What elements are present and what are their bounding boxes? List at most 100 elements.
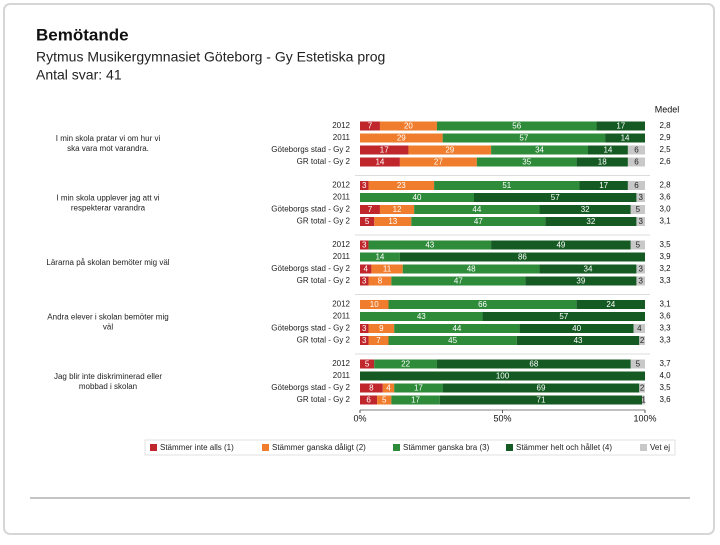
bar-segment [382, 383, 395, 393]
row-label: GR total - Gy 2 [297, 217, 351, 226]
bar-segment [630, 359, 645, 369]
row-label: 2011 [333, 252, 351, 261]
legend-label: Stämmer ganska dåligt (2) [272, 443, 366, 452]
bar-segment [371, 264, 403, 274]
segment-label: 10 [370, 300, 379, 309]
legend-box [144, 439, 676, 456]
bar-segment [642, 395, 645, 405]
subtitle: Rytmus Musikergymnasiet Göteborg - Gy Es… [36, 49, 385, 65]
bar-segment [630, 205, 645, 214]
segment-label: 45 [448, 336, 457, 345]
bar-segment [434, 181, 580, 190]
segment-label: 1 [641, 396, 646, 405]
bar-segment [368, 240, 492, 250]
bar-segment [636, 193, 645, 202]
medel-value: 3,0 [659, 205, 671, 214]
segment-label: 34 [584, 265, 593, 274]
segment-label: 7 [368, 205, 373, 214]
row-label: 2012 [332, 359, 350, 368]
bar-segment [639, 383, 645, 393]
medel-value: 3,9 [659, 252, 671, 261]
segment-label: 8 [378, 277, 383, 286]
bar-segment [639, 336, 645, 345]
segment-label: 47 [474, 217, 483, 226]
bar-segment [439, 395, 643, 405]
segment-label: 69 [537, 384, 546, 393]
note: Antal svar: 41 [36, 67, 122, 83]
medel-value: 2,8 [659, 121, 671, 130]
bar-segment [442, 133, 606, 143]
row-label: Göteborgs stad - Gy 2 [271, 205, 350, 214]
row-label: 2011 [333, 312, 351, 321]
x-tick-label: 50% [493, 413, 511, 423]
bar-segment [391, 395, 440, 405]
segment-label: 6 [634, 158, 639, 167]
legend-swatch [640, 444, 647, 451]
bar-segment [368, 336, 389, 345]
segment-label: 32 [581, 205, 590, 214]
segment-label: 17 [599, 181, 608, 190]
segment-label: 5 [636, 360, 641, 369]
bar-segment [579, 181, 628, 190]
bar-segment [436, 121, 597, 131]
segment-label: 14 [375, 158, 384, 167]
row-label: GR total - Gy 2 [297, 395, 351, 404]
bar-segment [436, 359, 631, 369]
segment-label: 48 [467, 265, 476, 274]
segment-label: 8 [369, 384, 374, 393]
segment-label: 22 [401, 360, 410, 369]
bar-segment [368, 276, 392, 286]
row-label: Göteborgs stad - Gy 2 [271, 383, 350, 392]
bar-segment [379, 121, 437, 131]
segment-label: 3 [638, 193, 643, 202]
segment-label: 43 [425, 241, 434, 250]
segment-label: 7 [368, 122, 373, 131]
row-label: 2012 [332, 300, 350, 309]
bar-segment [476, 157, 577, 167]
legend-label: Stämmer inte alls (1) [160, 443, 234, 452]
segment-label: 29 [445, 146, 454, 155]
x-tick-label: 100% [633, 413, 656, 423]
bar-segment [399, 157, 477, 167]
segment-label: 4 [386, 384, 391, 393]
medel-value: 2,5 [659, 145, 671, 154]
segment-label: 57 [519, 134, 528, 143]
bar-segment [399, 252, 645, 262]
segment-label: 24 [606, 300, 615, 309]
medel-value: 3,3 [659, 336, 671, 345]
bar-segment [636, 276, 645, 286]
segment-label: 71 [537, 396, 546, 405]
segment-label: 12 [393, 205, 402, 214]
segment-label: 9 [379, 324, 384, 333]
segment-label: 47 [454, 277, 463, 286]
segment-label: 29 [397, 134, 406, 143]
segment-label: 86 [518, 253, 527, 262]
segment-label: 5 [382, 396, 387, 405]
medel-value: 3,1 [659, 300, 671, 309]
bar-segment [605, 133, 645, 143]
bar-segment [368, 181, 435, 190]
medel-value: 3,1 [659, 217, 671, 226]
row-label: Göteborgs stad - Gy 2 [271, 145, 350, 154]
segment-label: 3 [638, 277, 643, 286]
x-tick-label: 0% [353, 413, 366, 423]
segment-label: 4 [637, 324, 642, 333]
bar-segment [576, 157, 628, 167]
bar-segment [576, 300, 645, 309]
bar-segment [516, 336, 640, 345]
bar-segment [360, 240, 369, 250]
segment-label: 2 [640, 336, 645, 345]
segment-label: 13 [388, 217, 397, 226]
legend-swatch [506, 444, 513, 451]
segment-label: 5 [365, 217, 370, 226]
segment-label: 14 [375, 253, 384, 262]
bar-segment [482, 312, 645, 321]
medel-header: Medel [655, 104, 680, 114]
segment-label: 17 [414, 384, 423, 393]
bar-segment [402, 264, 540, 274]
question-label: Jag blir inte diskriminerad eller mobbad … [54, 372, 162, 391]
bar-segment [408, 145, 492, 155]
medel-value: 3,2 [659, 264, 671, 273]
segment-label: 18 [598, 158, 607, 167]
legend-swatch [150, 444, 157, 451]
